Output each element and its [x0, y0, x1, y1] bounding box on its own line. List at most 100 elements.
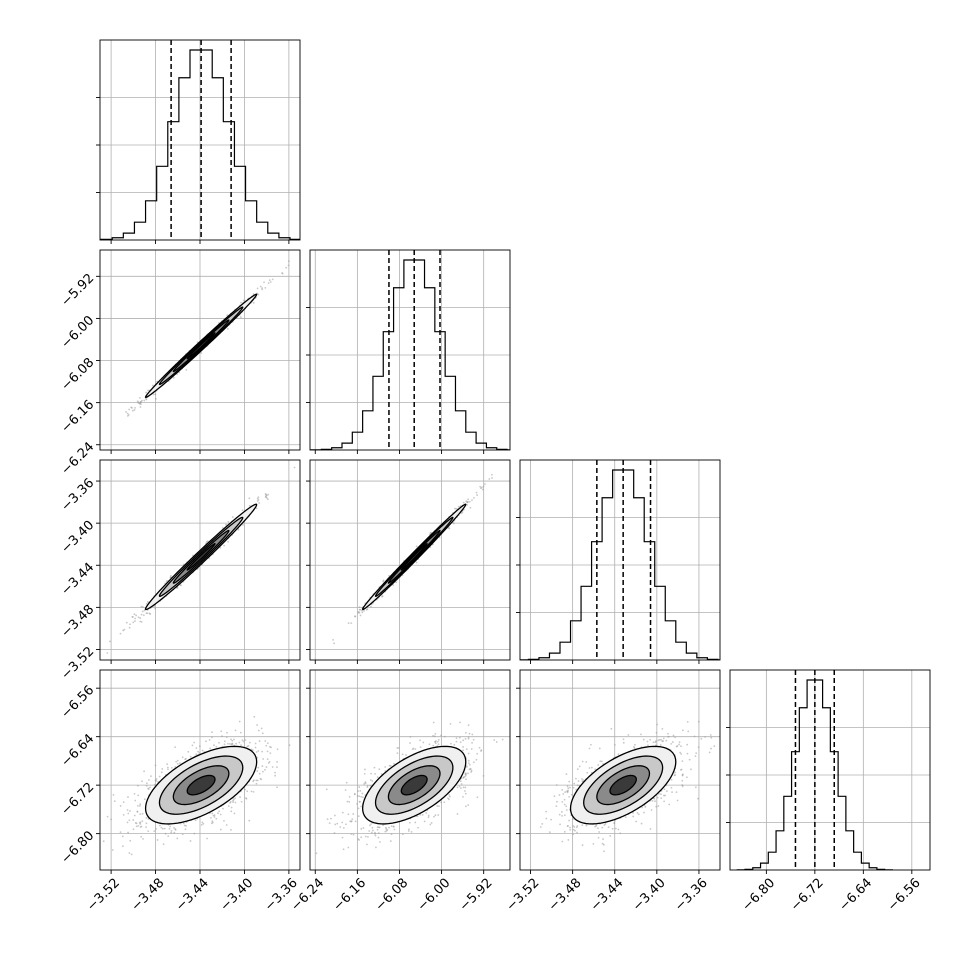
panel-2-0-point-279: [109, 640, 111, 643]
panel-3-0-point-490: [261, 765, 264, 767]
panel-3-1-point-420: [425, 812, 428, 814]
panel-3-2-point-645: [604, 823, 607, 825]
panel-3-1-point-874: [467, 804, 470, 806]
panel-3-1-point-943: [440, 734, 442, 737]
panel-3-2-point-893: [686, 721, 689, 723]
panel-3-1-point-823: [419, 739, 421, 742]
panel-1-0-point-437: [172, 376, 175, 379]
panel-3-2-point-1190: [598, 747, 601, 750]
panel-3-0-point-1110: [276, 760, 278, 763]
panel-3-2-point-775: [601, 826, 604, 829]
panel-3-0-point-1456: [163, 827, 166, 830]
panel-2-0-point-318: [141, 606, 144, 608]
panel-1-0-point-647: [138, 396, 141, 399]
panel-3-2-point-79: [614, 827, 617, 830]
panel-3-1-point-631: [363, 783, 366, 785]
panel-2-0-point-589: [231, 516, 234, 518]
panel-3-2-point-1243: [713, 745, 716, 748]
panel-3-0-point-425: [218, 741, 220, 744]
panel-3-2-point-1007: [657, 793, 660, 795]
panel-3-2-point-288: [681, 779, 684, 782]
panel-2-1-point-252: [388, 574, 390, 577]
panel-2-1-point-658: [466, 504, 469, 506]
panel-3-0-point-695: [264, 740, 267, 742]
panel-3-2-point-1406: [657, 739, 660, 742]
panel-3-2-point-352: [671, 791, 673, 794]
panel-3-0-point-1178: [153, 830, 156, 833]
panel-2-1-point-204: [370, 605, 372, 608]
panel-3-0-point-597: [198, 752, 201, 754]
panel-3-2-point-227: [627, 734, 630, 736]
panel-3-2-point-918: [680, 753, 683, 755]
panel-3-0-point-1286: [247, 744, 250, 747]
panel-3-1-point-1033: [353, 793, 356, 796]
panel-3-1-point-1131: [401, 753, 404, 756]
panel-3-0-point-367: [111, 849, 114, 851]
panel-3-1-point-1376: [364, 781, 367, 783]
panel-1-0-point-693: [130, 406, 133, 409]
panel-2-1-point-588: [415, 561, 418, 564]
panel-2-0-point-312: [165, 580, 168, 583]
panel-2-1-point-100: [475, 491, 478, 494]
panel-3-1-point-232: [356, 802, 359, 805]
panel-3-1-point-169: [358, 795, 361, 798]
panel-2-1-point-74: [347, 622, 350, 625]
panel-3-0-point-1130: [135, 822, 138, 825]
panel-3-1-point-910: [472, 738, 475, 741]
panel-2-1-point-587: [455, 507, 458, 510]
panel-3-0-point-764: [245, 797, 248, 800]
panel-1-0-point-407: [281, 272, 284, 275]
panel-3-1-point-279: [468, 763, 471, 766]
panel-3-0-point-320: [252, 790, 255, 793]
panel-3-2-point-753: [675, 791, 678, 794]
panel-2-1-point-500: [361, 611, 364, 614]
panel-3-0-point-1213: [230, 829, 232, 831]
panel-3-0-point-482: [141, 780, 143, 783]
panel-3-0-point-170: [155, 827, 157, 830]
panel-2-1-point-600: [392, 584, 395, 586]
panel-3-0-point-944: [147, 788, 150, 790]
panel-3-2-point-11: [656, 796, 659, 799]
panel-3-1-point-240: [467, 737, 470, 740]
panel-3-2-point-1066: [566, 790, 569, 793]
panel-3-0-point-1194: [250, 790, 253, 793]
panel-3-1-point-53: [455, 737, 458, 740]
panel-3-2-point-590: [572, 786, 575, 789]
panel-3-0-point-391: [160, 826, 163, 829]
panel-1-1-frame: [309, 249, 511, 451]
panel-3-0-point-840: [238, 741, 241, 744]
panel-3-0-point-1312: [130, 853, 133, 856]
panel-2-1-point-539: [467, 498, 470, 501]
panel-3-1-frame: [309, 669, 511, 871]
panel-3-2-point-565: [650, 809, 653, 811]
panel-3-0-point-401: [215, 745, 218, 748]
panel-3-0-point-671: [260, 727, 263, 730]
panel-3-2-point-451: [609, 834, 612, 837]
panel-3-0-point-705: [166, 763, 169, 766]
panel-3-2-point-482: [553, 795, 556, 798]
panel-2-0-point-567: [106, 652, 109, 654]
panel-3-1-point-1066: [366, 784, 369, 787]
panel-3-0-point-576: [208, 739, 211, 741]
panel-2-2-plot-area: [520, 460, 720, 660]
panel-2-0-point-174: [237, 528, 240, 531]
panel-3-1-point-125: [468, 732, 471, 735]
panel-3-1-point-624: [341, 821, 344, 824]
panel-3-2-point-131: [704, 736, 706, 738]
panel-3-0-point-1161: [255, 782, 258, 785]
panel-3-1-point-668: [421, 813, 424, 816]
panel-2-1-point-312: [332, 638, 334, 641]
panel-3-0-point-108: [227, 805, 230, 807]
panel-3-2-point-1442: [633, 747, 636, 749]
panel-2-1-point-617: [363, 610, 365, 612]
panel-2-0-point-172: [139, 617, 142, 619]
panel-2-0-point-564: [131, 616, 134, 618]
panel-2-0-point-128: [125, 621, 128, 624]
panel-2-1-point-499: [358, 606, 361, 609]
panel-2-1-contour-3: [400, 542, 428, 571]
panel-3-1-point-1081: [390, 833, 393, 836]
panel-3-1-point-763: [389, 840, 392, 842]
panel-2-1-point-675: [395, 581, 398, 584]
panel-3-0-point-1280: [126, 809, 129, 811]
panel-3-2-point-1367: [567, 824, 569, 827]
